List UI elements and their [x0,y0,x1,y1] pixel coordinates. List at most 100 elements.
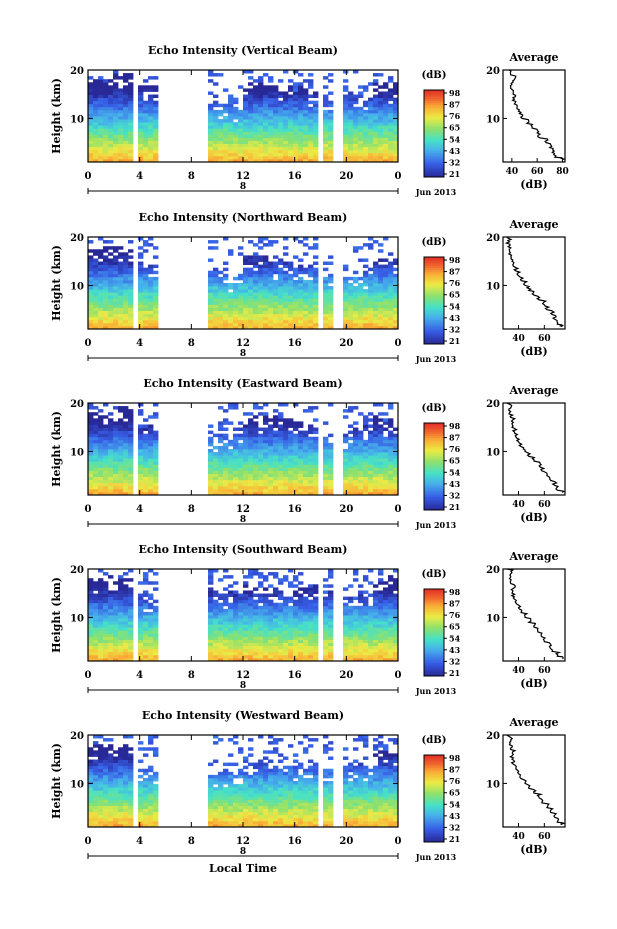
colorbar-frame [423,422,445,511]
heatmap-cell [268,94,274,98]
heatmap-cell [153,630,159,634]
heatmap-cell [113,267,119,272]
heatmap-cell [208,596,214,601]
heatmap-cell [98,88,104,92]
heatmap-cell [278,276,284,281]
colorbar-frame [423,256,445,345]
heatmap-cell [273,255,279,259]
heatmap-cell [258,100,264,105]
heatmap-cell [378,452,384,456]
heatmap-cell [368,485,374,490]
heatmap-cell [368,313,374,318]
heatmap-cell [123,639,129,643]
heatmap-cell [288,430,294,435]
heatmap-cell [213,482,219,487]
heatmap-cell [263,322,269,327]
heatmap-cell [113,581,119,585]
heatmap-cell [378,578,384,582]
heatmap-cell [88,648,94,653]
heatmap-cell [348,295,354,299]
heatmap-cell [288,485,294,490]
date-label: Jun 2013 [415,187,457,197]
heatmap-cell [138,464,144,468]
heatmap-cell [98,91,104,95]
heatmap-cell [278,433,284,438]
x-tick-label: 12 [236,338,250,349]
heatmap-cell [363,88,369,92]
heatmap-cell [293,119,299,123]
heatmap-cell [128,276,134,281]
heatmap-cell [93,421,99,425]
heatmap-cell [88,283,94,287]
heatmap-cell [143,624,149,628]
heatmap-cell [128,94,134,98]
heatmap-cell [363,645,369,650]
heatmap-cell [388,636,394,640]
heatmap-cell [313,464,319,468]
colorbar-segment [424,113,444,117]
heatmap-cell [298,572,304,576]
heatmap-cell [273,310,279,315]
heatmap-cell [268,116,274,120]
heatmap-cell [208,578,214,582]
heatmap-cell [148,491,154,496]
heatmap-cell [328,590,334,594]
average-x-label: (dB) [520,677,547,690]
heatmap-cell [98,415,104,419]
heatmap-cell [258,94,264,98]
heatmap-cell [223,452,229,456]
heatmap-cell [248,273,254,278]
heatmap-cell [153,322,159,327]
heatmap-cell [378,292,384,296]
heatmap-cell [328,633,334,637]
heatmap-cell [93,301,99,305]
heatmap-cell [148,427,154,431]
heatmap-cell [383,593,389,597]
heatmap-cell [148,134,154,138]
heatmap-cell [118,322,124,327]
heatmap-cell [323,642,329,647]
heatmap-cell [108,79,114,83]
heatmap-cell [153,636,159,640]
heatmap-cell [128,602,134,607]
heatmap-cell [393,143,399,148]
heatmap-cell [288,605,294,610]
heatmap-cell [243,467,249,471]
heatmap-cell [128,648,134,653]
heatmap-cell [153,587,159,591]
heatmap-cell [88,91,94,95]
heatmap-cell [298,310,304,315]
colorbar-segment [424,140,444,143]
heatmap-cell [208,593,214,597]
heatmap-cell [98,645,104,650]
heatmap-cell [263,128,269,132]
heatmap-cell [248,313,254,318]
heatmap-cell [118,298,124,302]
heatmap-cell [343,596,349,601]
colorbar-segment [424,166,444,169]
heatmap-cell [303,94,309,98]
heatmap-cell [343,155,349,160]
heatmap-cell [363,243,369,247]
heatmap-cell [353,608,359,613]
heatmap-cell [348,642,354,647]
heatmap-cell [138,109,144,114]
heatmap-cell [143,590,149,594]
heatmap-cell [113,322,119,327]
heatmap-cell [278,258,284,262]
heatmap-cell [288,301,294,305]
heatmap-cell [288,155,294,160]
average-profile-line [508,69,567,161]
heatmap-cell [108,654,114,659]
heatmap-cell [123,267,129,272]
heatmap-cell [238,464,244,468]
heatmap-cell [293,137,299,141]
heatmap-cell [243,488,249,493]
heatmap-cell [218,648,224,653]
heatmap-cell [93,149,99,154]
colorbar-tick-label: 98 [449,421,461,431]
heatmap-cell [118,584,124,588]
heatmap-cell [223,304,229,308]
heatmap-cell [388,621,394,625]
heatmap-cell [238,485,244,490]
